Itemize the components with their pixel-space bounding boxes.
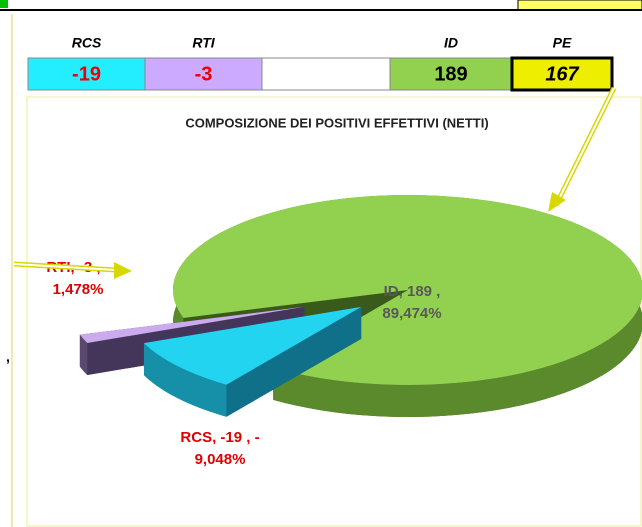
cell-value: -3 — [195, 63, 213, 85]
arrowhead — [548, 192, 566, 212]
data-label: 89,474% — [382, 305, 441, 322]
cell — [510, 56, 614, 92]
fragment: , — [6, 349, 10, 365]
arrow — [13, 263, 117, 271]
slice — [173, 195, 642, 385]
cell — [27, 57, 146, 91]
column-header: RCS — [72, 35, 102, 51]
arrowhead — [114, 262, 132, 279]
data-label: 1,478% — [53, 281, 104, 298]
pie: RCS, -19 , -9,048%RTI, -3 , -1,478% ID, 1… — [46, 195, 642, 468]
slice-rim — [79, 334, 88, 375]
table: RCS -19 RTI -3 ID 189 PE 167 — [27, 35, 614, 92]
column-header: ID — [444, 35, 458, 51]
chart-title: COMPOSIZIONE DEI POSITIVI EFFETTIVI (NET… — [185, 115, 488, 130]
cell-value: 189 — [434, 63, 467, 85]
data-label: RCS, -19 , - — [180, 429, 259, 446]
slice — [143, 306, 362, 385]
column-header: PE — [553, 35, 572, 51]
yellow-cell — [517, 0, 642, 11]
arrows — [13, 86, 617, 279]
slice-rim — [143, 343, 227, 417]
blank-cell — [261, 57, 391, 91]
column-header: RTI — [192, 35, 215, 51]
slice — [79, 306, 305, 343]
cell — [389, 57, 513, 91]
cell — [144, 57, 263, 91]
cell-value: -19 — [72, 63, 101, 85]
arrow — [555, 87, 615, 206]
data-label: 9,048% — [195, 451, 246, 468]
data-label: ID, 189 , — [384, 283, 441, 300]
cell-value: 167 — [545, 63, 579, 85]
green-cell — [0, 0, 8, 8]
